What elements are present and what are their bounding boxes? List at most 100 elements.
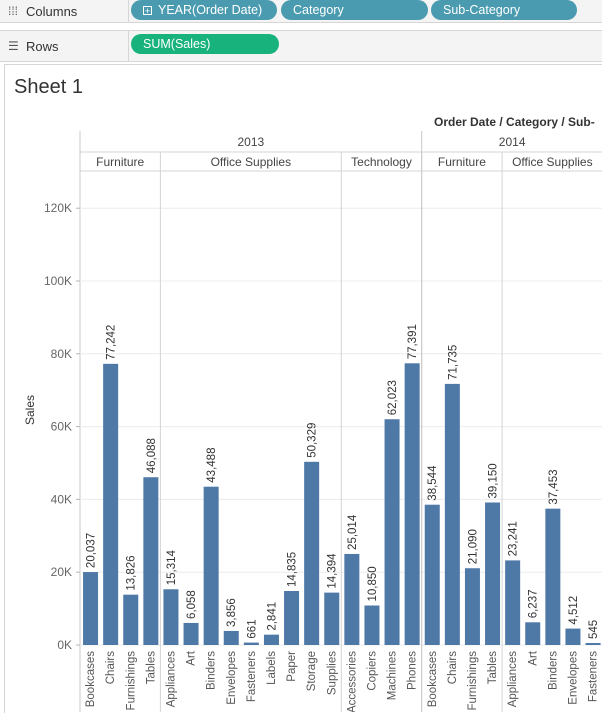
bar [464,568,480,645]
subcategory-tick-label: Storage [306,651,318,691]
y-axis-title: Sales [23,395,37,425]
sheet-title[interactable]: Sheet 1 [14,76,83,98]
bar-value-label: 14,835 [287,552,299,587]
subcategory-tick-label: Paper [286,651,298,682]
bar-value-label: 43,488 [206,448,218,483]
bar [324,592,340,645]
bar-value-label: 39,150 [488,463,500,498]
bar-value-label: 6,058 [186,590,198,619]
bar [565,628,581,645]
bar-value-label: 37,453 [548,469,560,504]
bar [123,594,139,645]
bar-value-label: 50,329 [307,423,319,458]
bar [424,504,440,645]
bar [83,572,99,645]
bar [263,634,279,645]
bar-value-label: 25,014 [347,514,359,550]
bar [444,383,460,645]
bar [404,363,420,645]
bar-value-label: 545 [588,620,600,639]
y-tick-label: 40K [51,492,72,506]
bar-value-label: 77,391 [407,324,419,359]
category-header: Technology [351,155,412,169]
subcategory-tick-label: Fasteners [588,651,600,702]
bar-value-label: 20,037 [86,533,98,568]
bar-value-label: 15,314 [166,549,178,585]
header-caption: Order Date / Category / Sub- [434,115,595,129]
pill-year-order-date-label: YEAR(Order Date) [158,3,263,17]
bar [223,630,239,645]
subcategory-tick-label: Machines [387,651,399,700]
category-header: Office Supplies [211,155,292,169]
category-header: Office Supplies [512,155,593,169]
bar [364,605,380,645]
bar-value-label: 6,237 [528,590,540,619]
subcategory-tick-label: Accessories [346,651,358,712]
pill-year-order-date[interactable]: + YEAR(Order Date) [131,0,277,20]
rows-icon: ☰ [8,39,19,53]
bar-value-label: 14,394 [327,553,339,589]
subcategory-tick-label: Chairs [105,651,117,684]
subcategory-tick-label: Furnishings [125,651,137,711]
bar [344,553,360,645]
subcategory-tick-label: Copiers [366,651,378,691]
subcategory-tick-label: Tables [145,651,157,684]
pill-sub-category[interactable]: Sub-Category [431,0,577,20]
subcategory-tick-label: Binders [206,651,218,690]
subcategory-tick-label: Supplies [326,651,338,695]
bar-value-label: 3,856 [226,598,238,627]
columns-label-text: Columns [26,3,78,19]
y-tick-label: 60K [51,420,72,434]
year-header: 2013 [237,135,264,149]
bar [163,589,179,645]
bar-value-label: 38,544 [427,465,439,501]
subcategory-tick-label: Tables [487,651,499,684]
subcategory-tick-label: Art [186,650,198,666]
pill-category[interactable]: Category [281,0,428,20]
subcategory-tick-label: Bookcases [427,651,439,708]
bar [103,363,119,645]
bar-value-label: 23,241 [508,521,520,556]
category-header: Furniture [438,155,486,169]
bar [485,502,501,645]
subcategory-tick-label: Chairs [447,651,459,684]
subcategory-tick-label: Appliances [165,651,177,708]
subcategory-tick-label: Binders [547,651,559,690]
bar-value-label: 71,735 [447,345,459,380]
y-tick-label: 100K [44,274,72,288]
bar [545,508,561,645]
y-tick-label: 80K [51,347,72,361]
subcategory-tick-label: Labels [266,651,278,685]
bar [505,560,521,645]
year-header: 2014 [499,135,526,149]
bar [284,591,300,645]
bar-value-label: 46,088 [146,438,158,473]
pill-sub-category-label: Sub-Category [443,3,521,17]
subcategory-tick-label: Envelopes [567,651,579,705]
subcategory-tick-label: Envelopes [226,651,238,705]
pill-sum-sales[interactable]: SUM(Sales) [131,34,279,54]
subcategory-tick-label: Appliances [507,651,519,708]
subcategory-tick-label: Fasteners [246,651,258,702]
columns-icon: ⁞⁞⁞ [8,4,19,18]
subcategory-tick-label: Phones [407,651,419,690]
expand-plus-icon[interactable]: + [143,5,152,16]
subcategory-tick-label: Art [527,650,539,666]
bar-value-label: 21,090 [467,529,479,564]
rows-shelf-label: ☰ Rows [0,31,129,61]
bar-value-label: 10,850 [367,566,379,601]
y-tick-label: 20K [51,565,72,579]
subcategory-tick-label: Bookcases [85,651,97,708]
bar-value-label: 2,841 [266,602,278,631]
y-tick-label: 120K [44,201,72,215]
bar-value-label: 13,826 [126,555,138,590]
bar [384,419,400,645]
bar [203,486,219,645]
subcategory-tick-label: Furnishings [467,651,479,711]
bar-value-label: 4,512 [568,596,580,625]
bar [525,622,541,645]
bar-value-label: 77,242 [106,325,118,360]
columns-shelf-label: ⁞⁞⁞ Columns [0,0,129,22]
pill-sum-sales-label: SUM(Sales) [143,37,211,51]
